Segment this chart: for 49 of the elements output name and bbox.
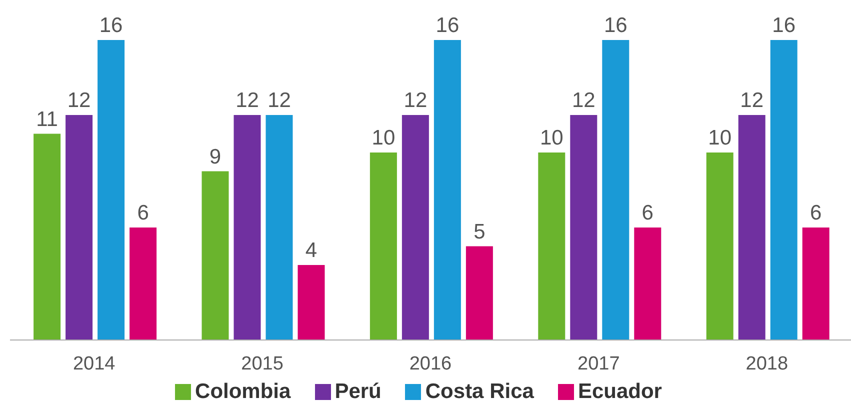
bar	[266, 115, 293, 340]
legend-label: Perú	[334, 380, 382, 403]
bar	[634, 228, 662, 340]
x-tick-label: 2015	[241, 353, 284, 374]
legend-label: Colombia	[195, 380, 291, 403]
x-tick-label: 2017	[578, 353, 620, 374]
bar	[202, 171, 229, 340]
x-tick-label: 2016	[409, 353, 452, 374]
bar	[770, 40, 798, 340]
data-label: 10	[708, 126, 732, 150]
legend-label: Ecuador	[578, 380, 662, 403]
bar	[98, 40, 125, 340]
data-label: 16	[436, 14, 460, 37]
bar	[370, 152, 397, 340]
data-label: 12	[740, 89, 764, 112]
data-label: 6	[810, 202, 822, 224]
data-label: 12	[404, 89, 428, 112]
legend-label: Costa Rica	[425, 380, 534, 403]
bar	[66, 115, 93, 340]
data-label: 12	[67, 89, 91, 112]
bar	[434, 40, 461, 340]
bar	[34, 134, 61, 340]
data-label: 10	[372, 126, 396, 150]
bar	[402, 115, 429, 340]
data-label: 5	[474, 220, 486, 244]
bar	[298, 265, 325, 340]
bar	[570, 115, 598, 340]
x-tick-label: 2014	[72, 353, 116, 374]
data-label: 12	[236, 89, 259, 112]
bar	[602, 40, 630, 340]
data-label: 9	[209, 145, 222, 168]
bar	[738, 115, 766, 340]
data-label: 6	[137, 202, 149, 224]
data-label: 10	[540, 126, 564, 150]
bar	[538, 152, 566, 340]
data-label: 11	[36, 108, 58, 131]
data-label: 4	[305, 239, 318, 262]
bar	[130, 228, 157, 340]
data-label: 16	[604, 14, 628, 37]
data-label: 12	[572, 89, 596, 112]
x-tick-label: 2018	[746, 353, 788, 374]
bar	[466, 246, 493, 340]
data-label: 16	[99, 14, 123, 37]
data-label: 6	[642, 202, 654, 224]
data-label: 16	[772, 14, 796, 37]
bar	[706, 152, 734, 340]
bar	[234, 115, 261, 340]
bar	[802, 228, 830, 340]
data-label: 12	[268, 89, 291, 112]
